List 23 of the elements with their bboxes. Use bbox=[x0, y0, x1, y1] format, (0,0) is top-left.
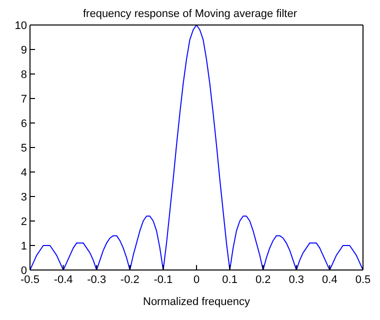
x-axis-title: Normalized frequency bbox=[143, 296, 250, 308]
y-tick-label: 10 bbox=[14, 20, 27, 32]
y-tick-label: 8 bbox=[20, 68, 27, 81]
y-tick-label: 7 bbox=[20, 93, 27, 106]
x-tick-label: -0.2 bbox=[120, 274, 140, 286]
line-series bbox=[30, 25, 363, 270]
y-tick-label: 3 bbox=[20, 191, 27, 204]
x-tick-label: 0.1 bbox=[222, 274, 238, 286]
x-tick-label: -0.4 bbox=[54, 274, 73, 286]
x-tick-label: 0.5 bbox=[355, 274, 371, 286]
y-tick-label: 9 bbox=[20, 44, 27, 56]
y-tick-label: 2 bbox=[20, 216, 27, 228]
y-tick-label: 1 bbox=[20, 240, 27, 252]
x-tick-label: -0.3 bbox=[87, 274, 106, 286]
y-tick-label: 5 bbox=[20, 142, 27, 154]
x-tick-label: -0.1 bbox=[154, 274, 173, 286]
y-tick-label: 6 bbox=[20, 118, 27, 130]
x-tick-label: 0 bbox=[193, 274, 200, 286]
x-tick-label: 0.2 bbox=[255, 274, 271, 286]
y-tick-label: 4 bbox=[20, 166, 27, 179]
chart-title: frequency response of Moving average filter bbox=[82, 8, 298, 20]
x-tick-label: 0.4 bbox=[322, 274, 338, 286]
x-tick-label: 0.3 bbox=[288, 274, 304, 286]
